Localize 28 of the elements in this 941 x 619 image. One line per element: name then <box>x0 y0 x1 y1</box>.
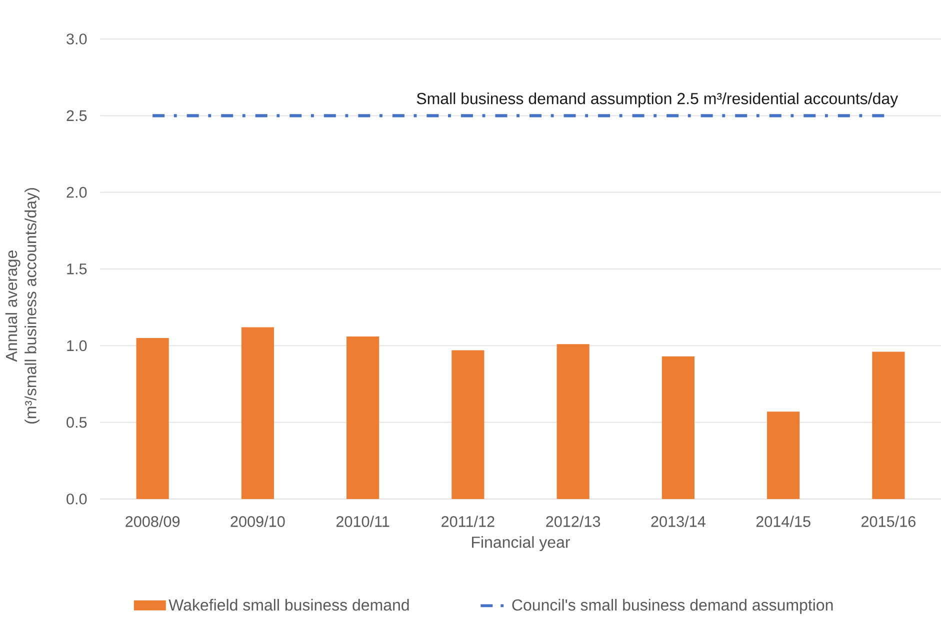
x-tick-label: 2014/15 <box>756 516 810 527</box>
bar <box>346 336 380 499</box>
bar <box>556 344 590 499</box>
bar <box>241 327 274 499</box>
y-tick-label: 0.0 <box>66 494 87 504</box>
x-tick-label: 2012/13 <box>546 516 600 527</box>
x-axis-title: Financial year <box>472 536 570 552</box>
y-tick-label: 2.5 <box>66 110 87 122</box>
legend-label: Wakefield small business demand <box>168 598 409 611</box>
y-tick-label: 1.5 <box>67 264 87 274</box>
bar <box>136 338 169 499</box>
y-tick-label: 2.0 <box>66 186 87 198</box>
x-tick-label: 2013/14 <box>651 516 706 527</box>
x-tick-label: 2009/10 <box>230 516 285 527</box>
annotation: Small business demand assumption 2.5 m³/residential accounts/day <box>416 92 898 108</box>
y-tick-label: 0.5 <box>66 416 87 428</box>
x-tick-label: 2008/09 <box>126 516 180 527</box>
x-tick-label: 2011/12 <box>442 516 494 527</box>
bar <box>452 350 484 499</box>
y-tick-label: 1.0 <box>67 340 87 352</box>
x-tick-label: 2010/11 <box>336 516 390 527</box>
bar <box>767 412 800 499</box>
x-tick-label: 2015/16 <box>862 516 916 527</box>
bar <box>662 356 694 499</box>
bar <box>872 352 905 499</box>
y-axis-title: Annual average (m³/small business accounts/day) <box>5 188 40 424</box>
y-tick-label: 3.0 <box>66 34 87 44</box>
legend-label: Council's small business demand assumption <box>512 598 833 614</box>
